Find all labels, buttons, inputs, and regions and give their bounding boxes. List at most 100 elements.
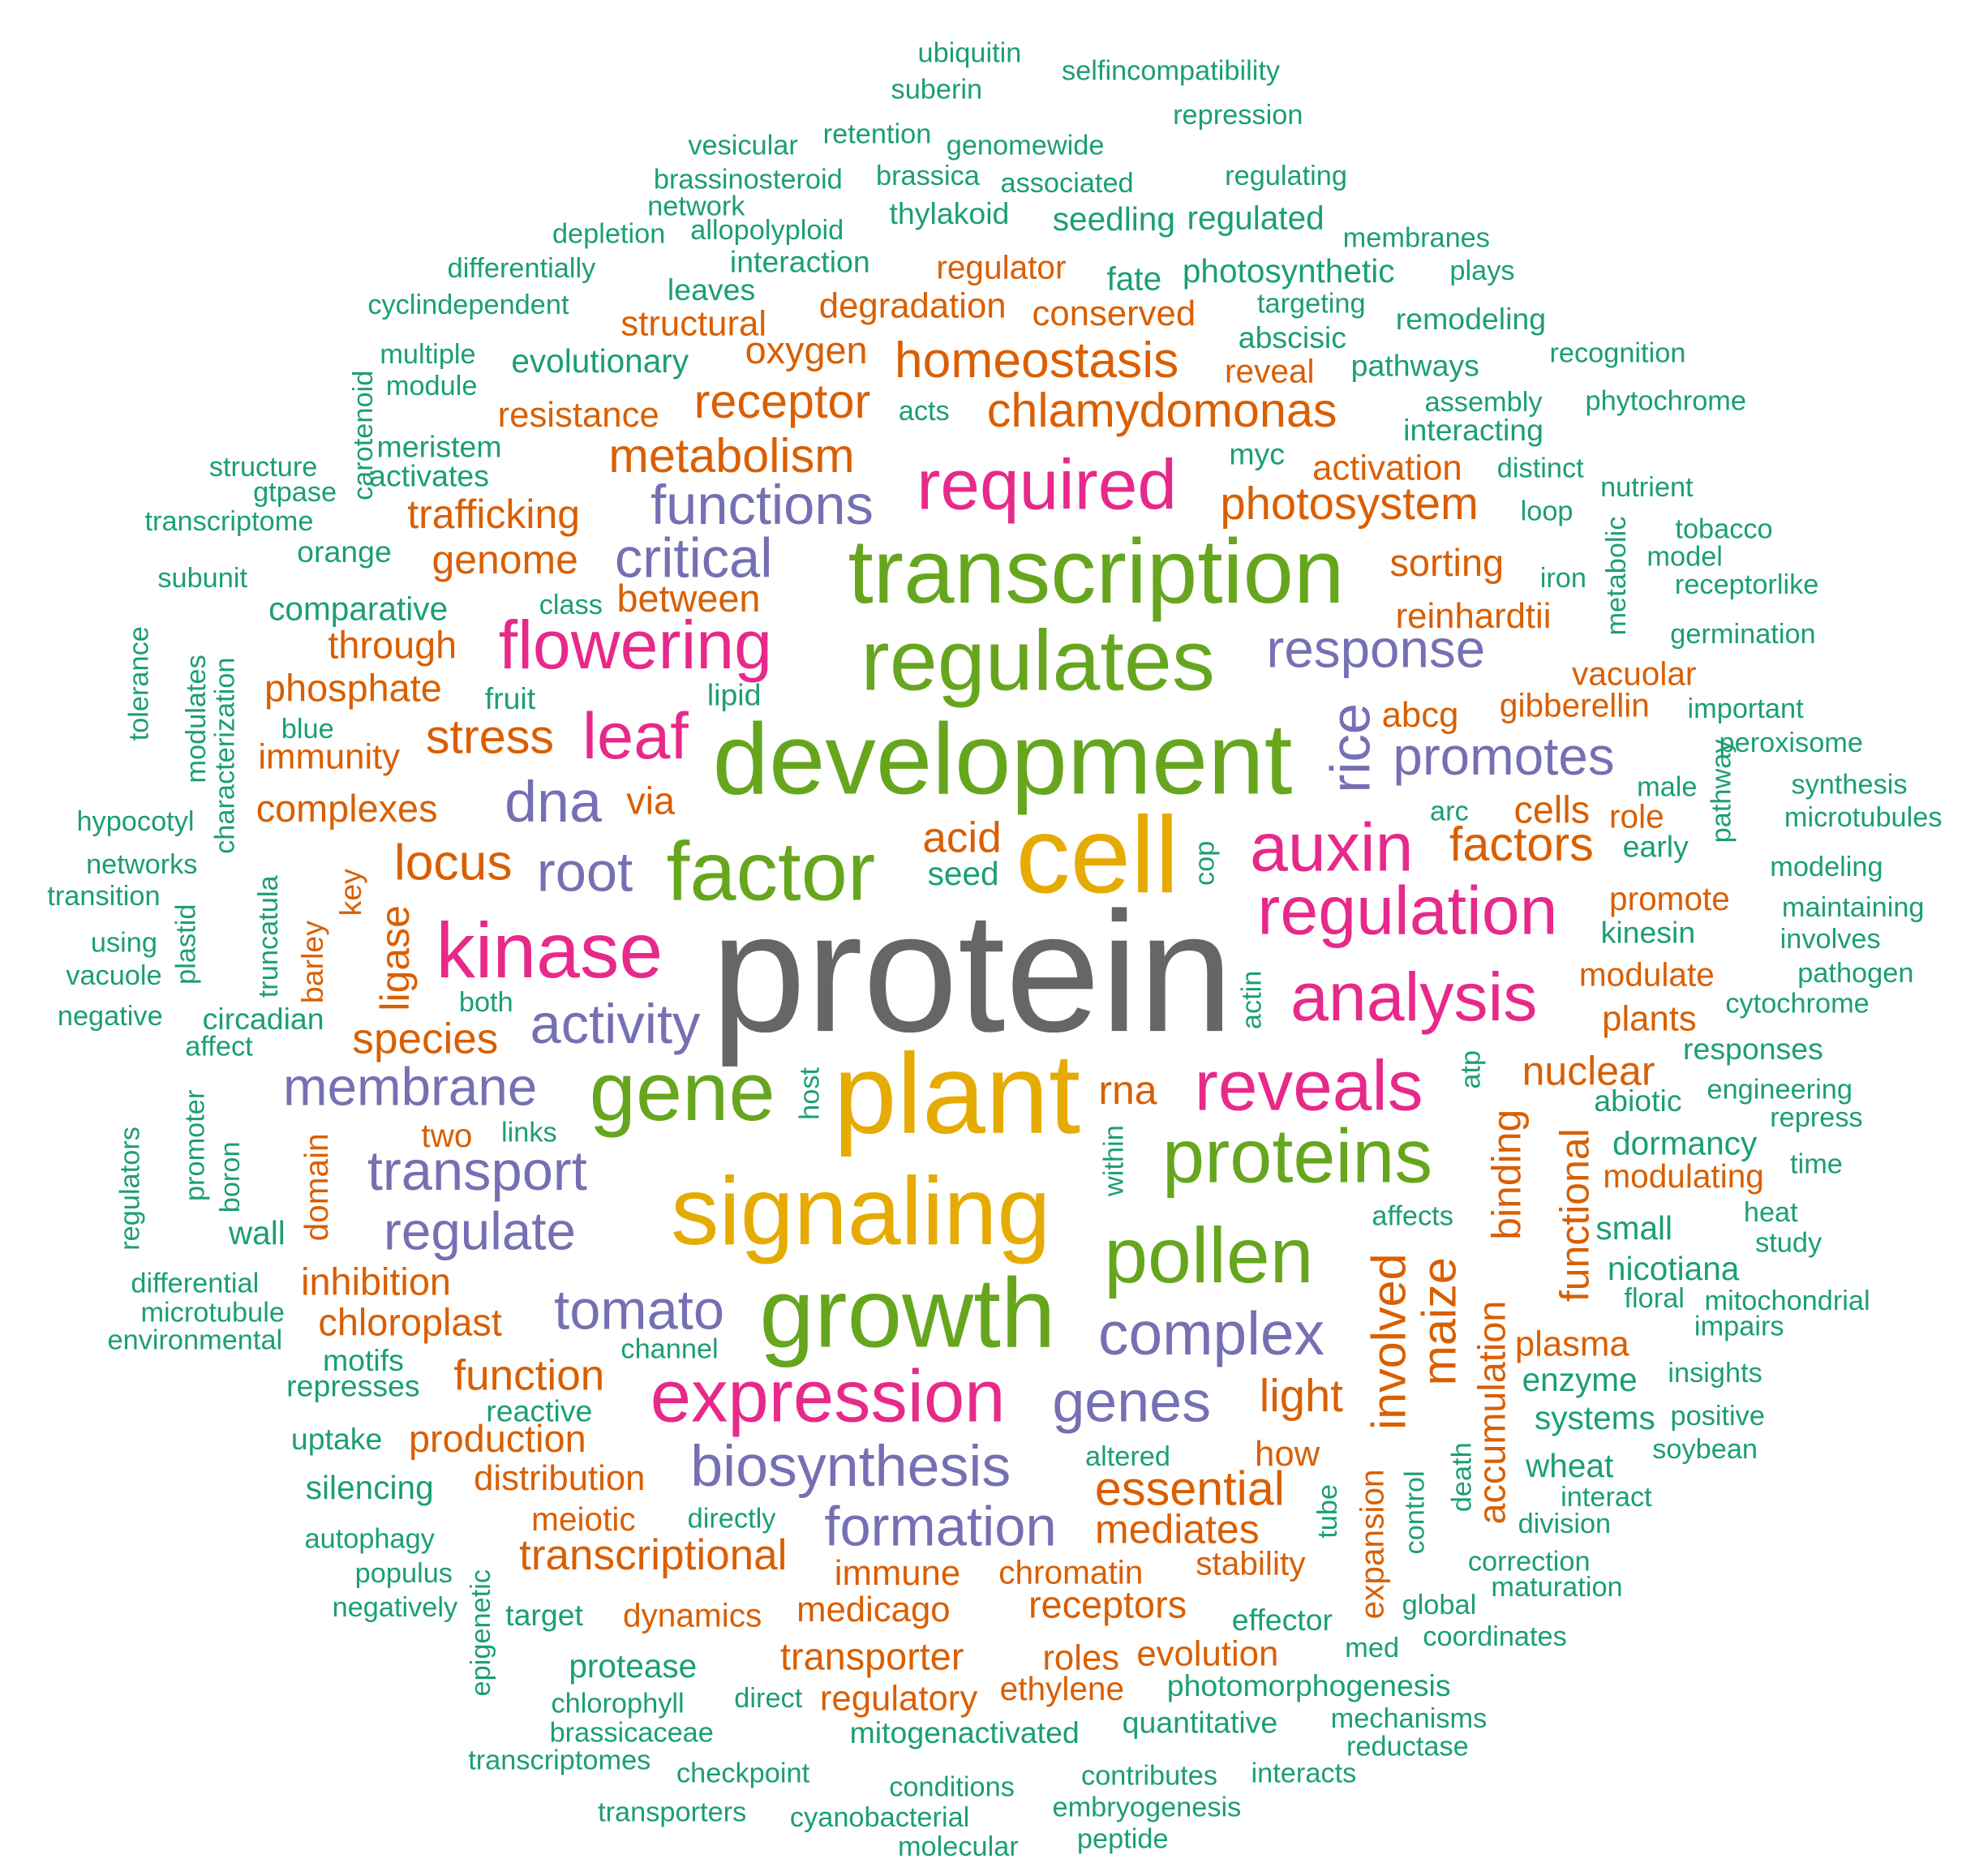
cloud-word-transcriptome: transcriptome <box>144 504 314 537</box>
cloud-word-plays: plays <box>1449 254 1515 286</box>
cloud-word-immune: immune <box>834 1552 961 1593</box>
cloud-word-function: function <box>453 1351 605 1401</box>
cloud-word-production: production <box>408 1419 586 1461</box>
cloud-word-negatively: negatively <box>332 1591 458 1623</box>
cloud-word-model: model <box>1646 540 1723 573</box>
cloud-word-stress: stress <box>425 711 555 765</box>
cloud-word-interact: interact <box>1561 1480 1652 1513</box>
cloud-word-involved: involved <box>1363 1253 1417 1431</box>
cloud-word-regulation: regulation <box>1257 873 1558 950</box>
cloud-word-class: class <box>539 588 603 620</box>
cloud-word-promote: promote <box>1608 879 1730 918</box>
cloud-word-seed: seed <box>927 854 999 893</box>
cloud-word-enzyme: enzyme <box>1522 1360 1638 1399</box>
cloud-word-populus: populus <box>354 1556 453 1589</box>
cloud-word-conserved: conserved <box>1032 294 1196 333</box>
cloud-word-environmental: environmental <box>107 1324 283 1356</box>
cloud-word-degradation: degradation <box>818 285 1007 326</box>
cloud-word-membranes: membranes <box>1342 221 1490 254</box>
cloud-word-accumulation: accumulation <box>1471 1300 1514 1525</box>
cloud-word-growth: growth <box>759 1256 1056 1369</box>
cloud-word-cytochrome: cytochrome <box>1725 987 1870 1020</box>
cloud-word-abscisic: abscisic <box>1238 321 1346 356</box>
cloud-word-important: important <box>1687 692 1804 724</box>
cloud-word-transcriptional: transcriptional <box>519 1531 788 1580</box>
cloud-word-fruit: fruit <box>484 682 536 717</box>
cloud-word-depletion: depletion <box>552 217 666 250</box>
cloud-word-meiotic: meiotic <box>531 1500 636 1539</box>
cloud-word-seedling: seedling <box>1052 200 1175 238</box>
cloud-word-flowering: flowering <box>498 607 773 684</box>
cloud-word-promotes: promotes <box>1393 726 1615 787</box>
cloud-word-cop: cop <box>1188 840 1221 886</box>
cloud-word-positive: positive <box>1670 1400 1765 1432</box>
cloud-word-vacuolar: vacuolar <box>1572 654 1697 693</box>
cloud-word-through: through <box>328 625 457 668</box>
cloud-word-trafficking: trafficking <box>407 491 581 537</box>
cloud-word-receptors: receptors <box>1028 1584 1187 1627</box>
cloud-word-tomato: tomato <box>554 1279 725 1342</box>
cloud-word-activates: activates <box>369 459 489 494</box>
cloud-word-links: links <box>500 1116 557 1148</box>
cloud-word-channel: channel <box>620 1333 719 1365</box>
cloud-word-kinesin: kinesin <box>1600 916 1696 951</box>
cloud-word-binding: binding <box>1483 1109 1530 1240</box>
cloud-word-reveals: reveals <box>1194 1045 1423 1126</box>
cloud-word-nuclear: nuclear <box>1522 1048 1655 1094</box>
cloud-word-vacuole: vacuole <box>66 959 162 991</box>
cloud-word-gtpase: gtpase <box>253 475 337 508</box>
cloud-word-silencing: silencing <box>305 1468 434 1507</box>
cloud-word-roles: roles <box>1042 1638 1120 1677</box>
cloud-word-brassicaceae: brassicaceae <box>549 1716 714 1749</box>
cloud-word-coordinates: coordinates <box>1423 1620 1567 1652</box>
cloud-word-heat: heat <box>1743 1196 1798 1228</box>
cloud-word-domain: domain <box>297 1133 336 1242</box>
cloud-word-regulated: regulated <box>1187 199 1324 237</box>
cloud-word-homeostasis: homeostasis <box>894 333 1179 389</box>
cloud-word-circadian: circadian <box>202 1002 324 1037</box>
cloud-word-brassica: brassica <box>875 159 980 191</box>
cloud-word-wall: wall <box>228 1213 285 1252</box>
cloud-word-oxygen: oxygen <box>745 330 868 372</box>
cloud-word-uptake: uptake <box>290 1423 383 1457</box>
cloud-word-target: target <box>505 1599 583 1633</box>
cloud-word-phosphate: phosphate <box>264 668 442 710</box>
cloud-word-reinhardtii: reinhardtii <box>1395 596 1552 636</box>
cloud-word-transcriptomes: transcriptomes <box>468 1744 651 1776</box>
cloud-word-barley: barley <box>296 921 331 1004</box>
cloud-word-evolution: evolution <box>1136 1633 1279 1674</box>
cloud-word-modeling: modeling <box>1770 850 1883 882</box>
cloud-word-actin: actin <box>1235 970 1268 1030</box>
cloud-word-assembly: assembly <box>1424 385 1543 418</box>
cloud-word-promoter: promoter <box>178 1089 211 1202</box>
cloud-word-tolerance: tolerance <box>122 626 155 741</box>
cloud-word-metabolism: metabolism <box>608 430 855 484</box>
cloud-word-involves: involves <box>1780 922 1881 955</box>
cloud-word-chloroplast: chloroplast <box>318 1302 502 1345</box>
cloud-word-molecular: molecular <box>897 1830 1019 1862</box>
cloud-word-plant: plant <box>833 1031 1081 1158</box>
cloud-word-comparative: comparative <box>268 590 449 629</box>
cloud-word-kinase: kinase <box>436 907 663 995</box>
cloud-word-within: within <box>1097 1125 1130 1196</box>
cloud-word-autophagy: autophagy <box>304 1522 435 1555</box>
cloud-word-structural: structural <box>620 303 767 343</box>
cloud-word-signaling: signaling <box>671 1157 1051 1266</box>
cloud-word-distribution: distribution <box>474 1457 646 1498</box>
cloud-word-rice: rice <box>1320 702 1383 793</box>
cloud-word-pollen: pollen <box>1104 1213 1314 1300</box>
cloud-word-directly: directly <box>687 1502 776 1535</box>
cloud-word-phytochrome: phytochrome <box>1585 384 1746 417</box>
cloud-word-proteins: proteins <box>1162 1114 1433 1199</box>
cloud-word-acts: acts <box>898 394 950 427</box>
cloud-word-photomorphogenesis: photomorphogenesis <box>1166 1669 1451 1704</box>
cloud-word-via: via <box>626 780 676 823</box>
cloud-word-role: role <box>1609 797 1664 835</box>
cloud-word-required: required <box>917 444 1177 525</box>
cloud-word-embryogenesis: embryogenesis <box>1052 1791 1242 1823</box>
cloud-word-evolutionary: evolutionary <box>511 341 689 380</box>
cloud-word-response: response <box>1266 619 1486 679</box>
cloud-word-tube: tube <box>1311 1483 1343 1539</box>
cloud-word-suberin: suberin <box>891 73 983 105</box>
cloud-word-affects: affects <box>1372 1200 1453 1232</box>
